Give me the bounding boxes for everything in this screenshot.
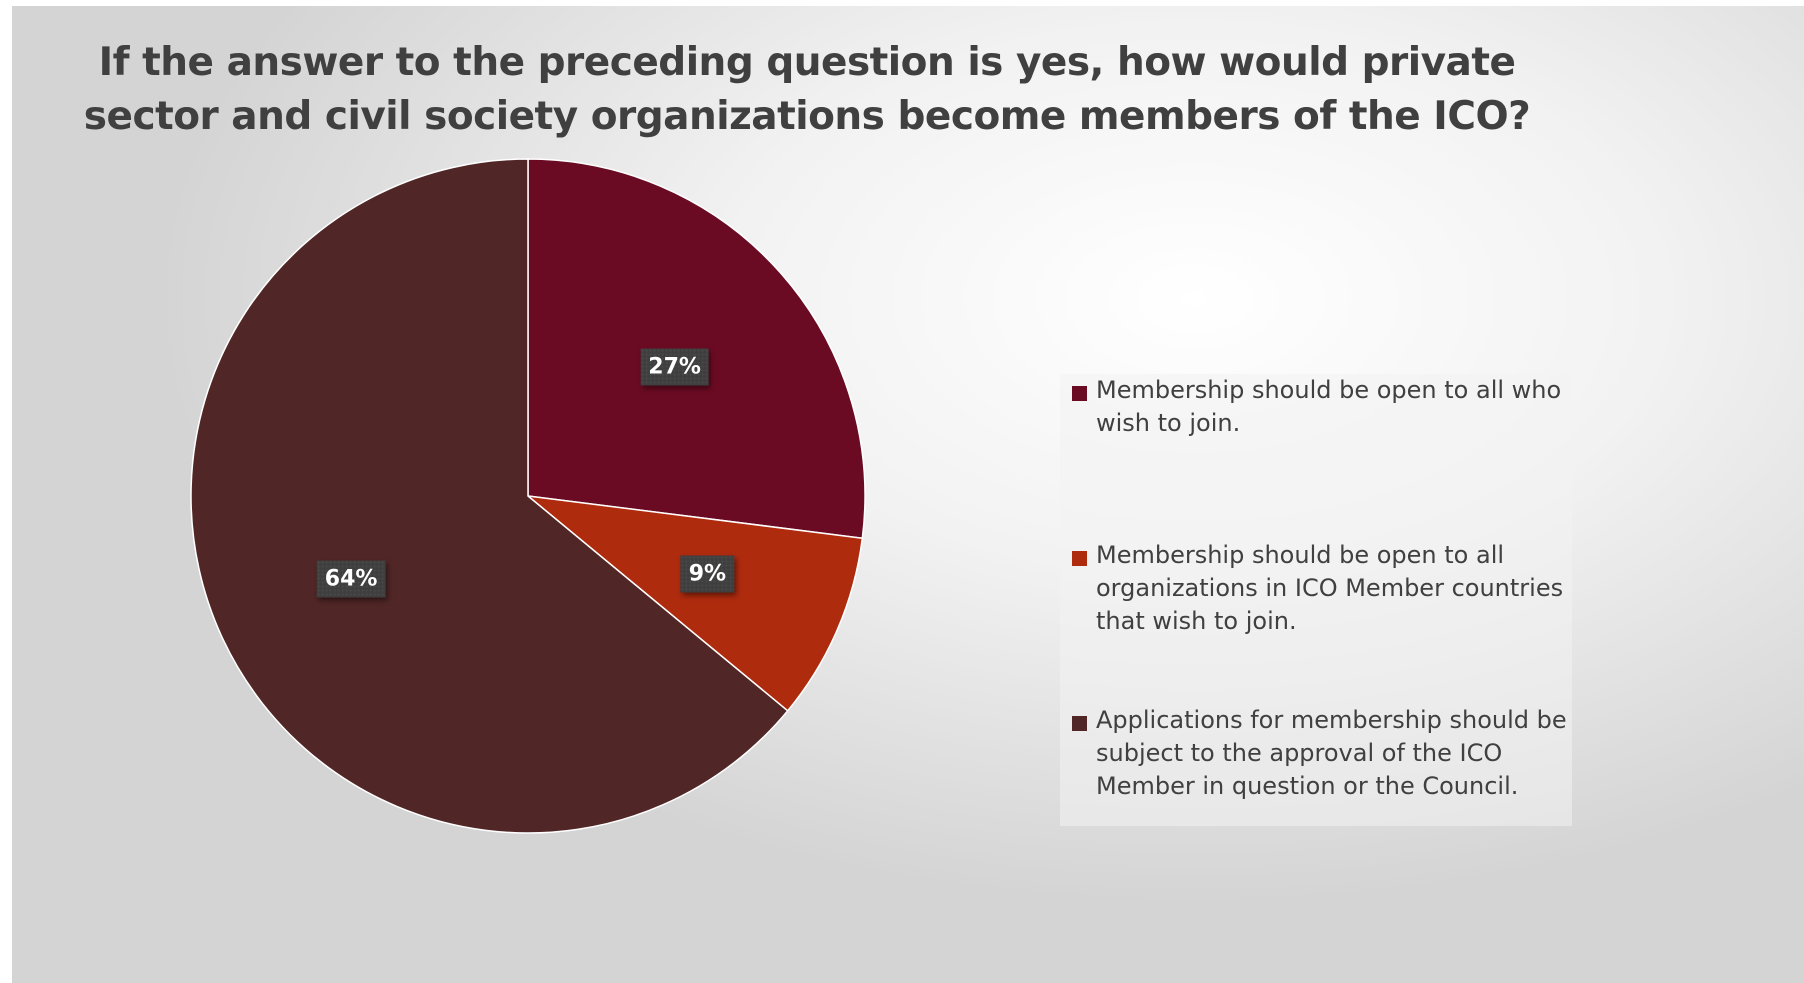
chart-title-line-1: If the answer to the preceding question …	[98, 40, 1516, 85]
legend-swatch	[1072, 716, 1087, 731]
data-label: 64%	[316, 560, 386, 598]
pie-slice-open-to-member-countries	[525, 494, 864, 712]
data-label: 27%	[640, 348, 709, 386]
legend: Membership should be open to all who wis…	[1060, 374, 1572, 826]
legend-swatch	[1072, 551, 1087, 566]
legend-label: Membership should be open to all organiz…	[1096, 541, 1564, 635]
pie-slice-subject-to-approval	[190, 158, 789, 834]
legend-label: Membership should be open to all who wis…	[1096, 376, 1562, 437]
legend-label: Applications for membership should be su…	[1096, 706, 1567, 800]
chart-title: If the answer to the preceding question …	[12, 36, 1602, 144]
legend-swatch	[1072, 386, 1087, 401]
chart-title-line-2: sector and civil society organizations b…	[83, 94, 1531, 139]
data-label: 9%	[680, 555, 735, 593]
chart-area: If the answer to the preceding question …	[12, 6, 1804, 983]
